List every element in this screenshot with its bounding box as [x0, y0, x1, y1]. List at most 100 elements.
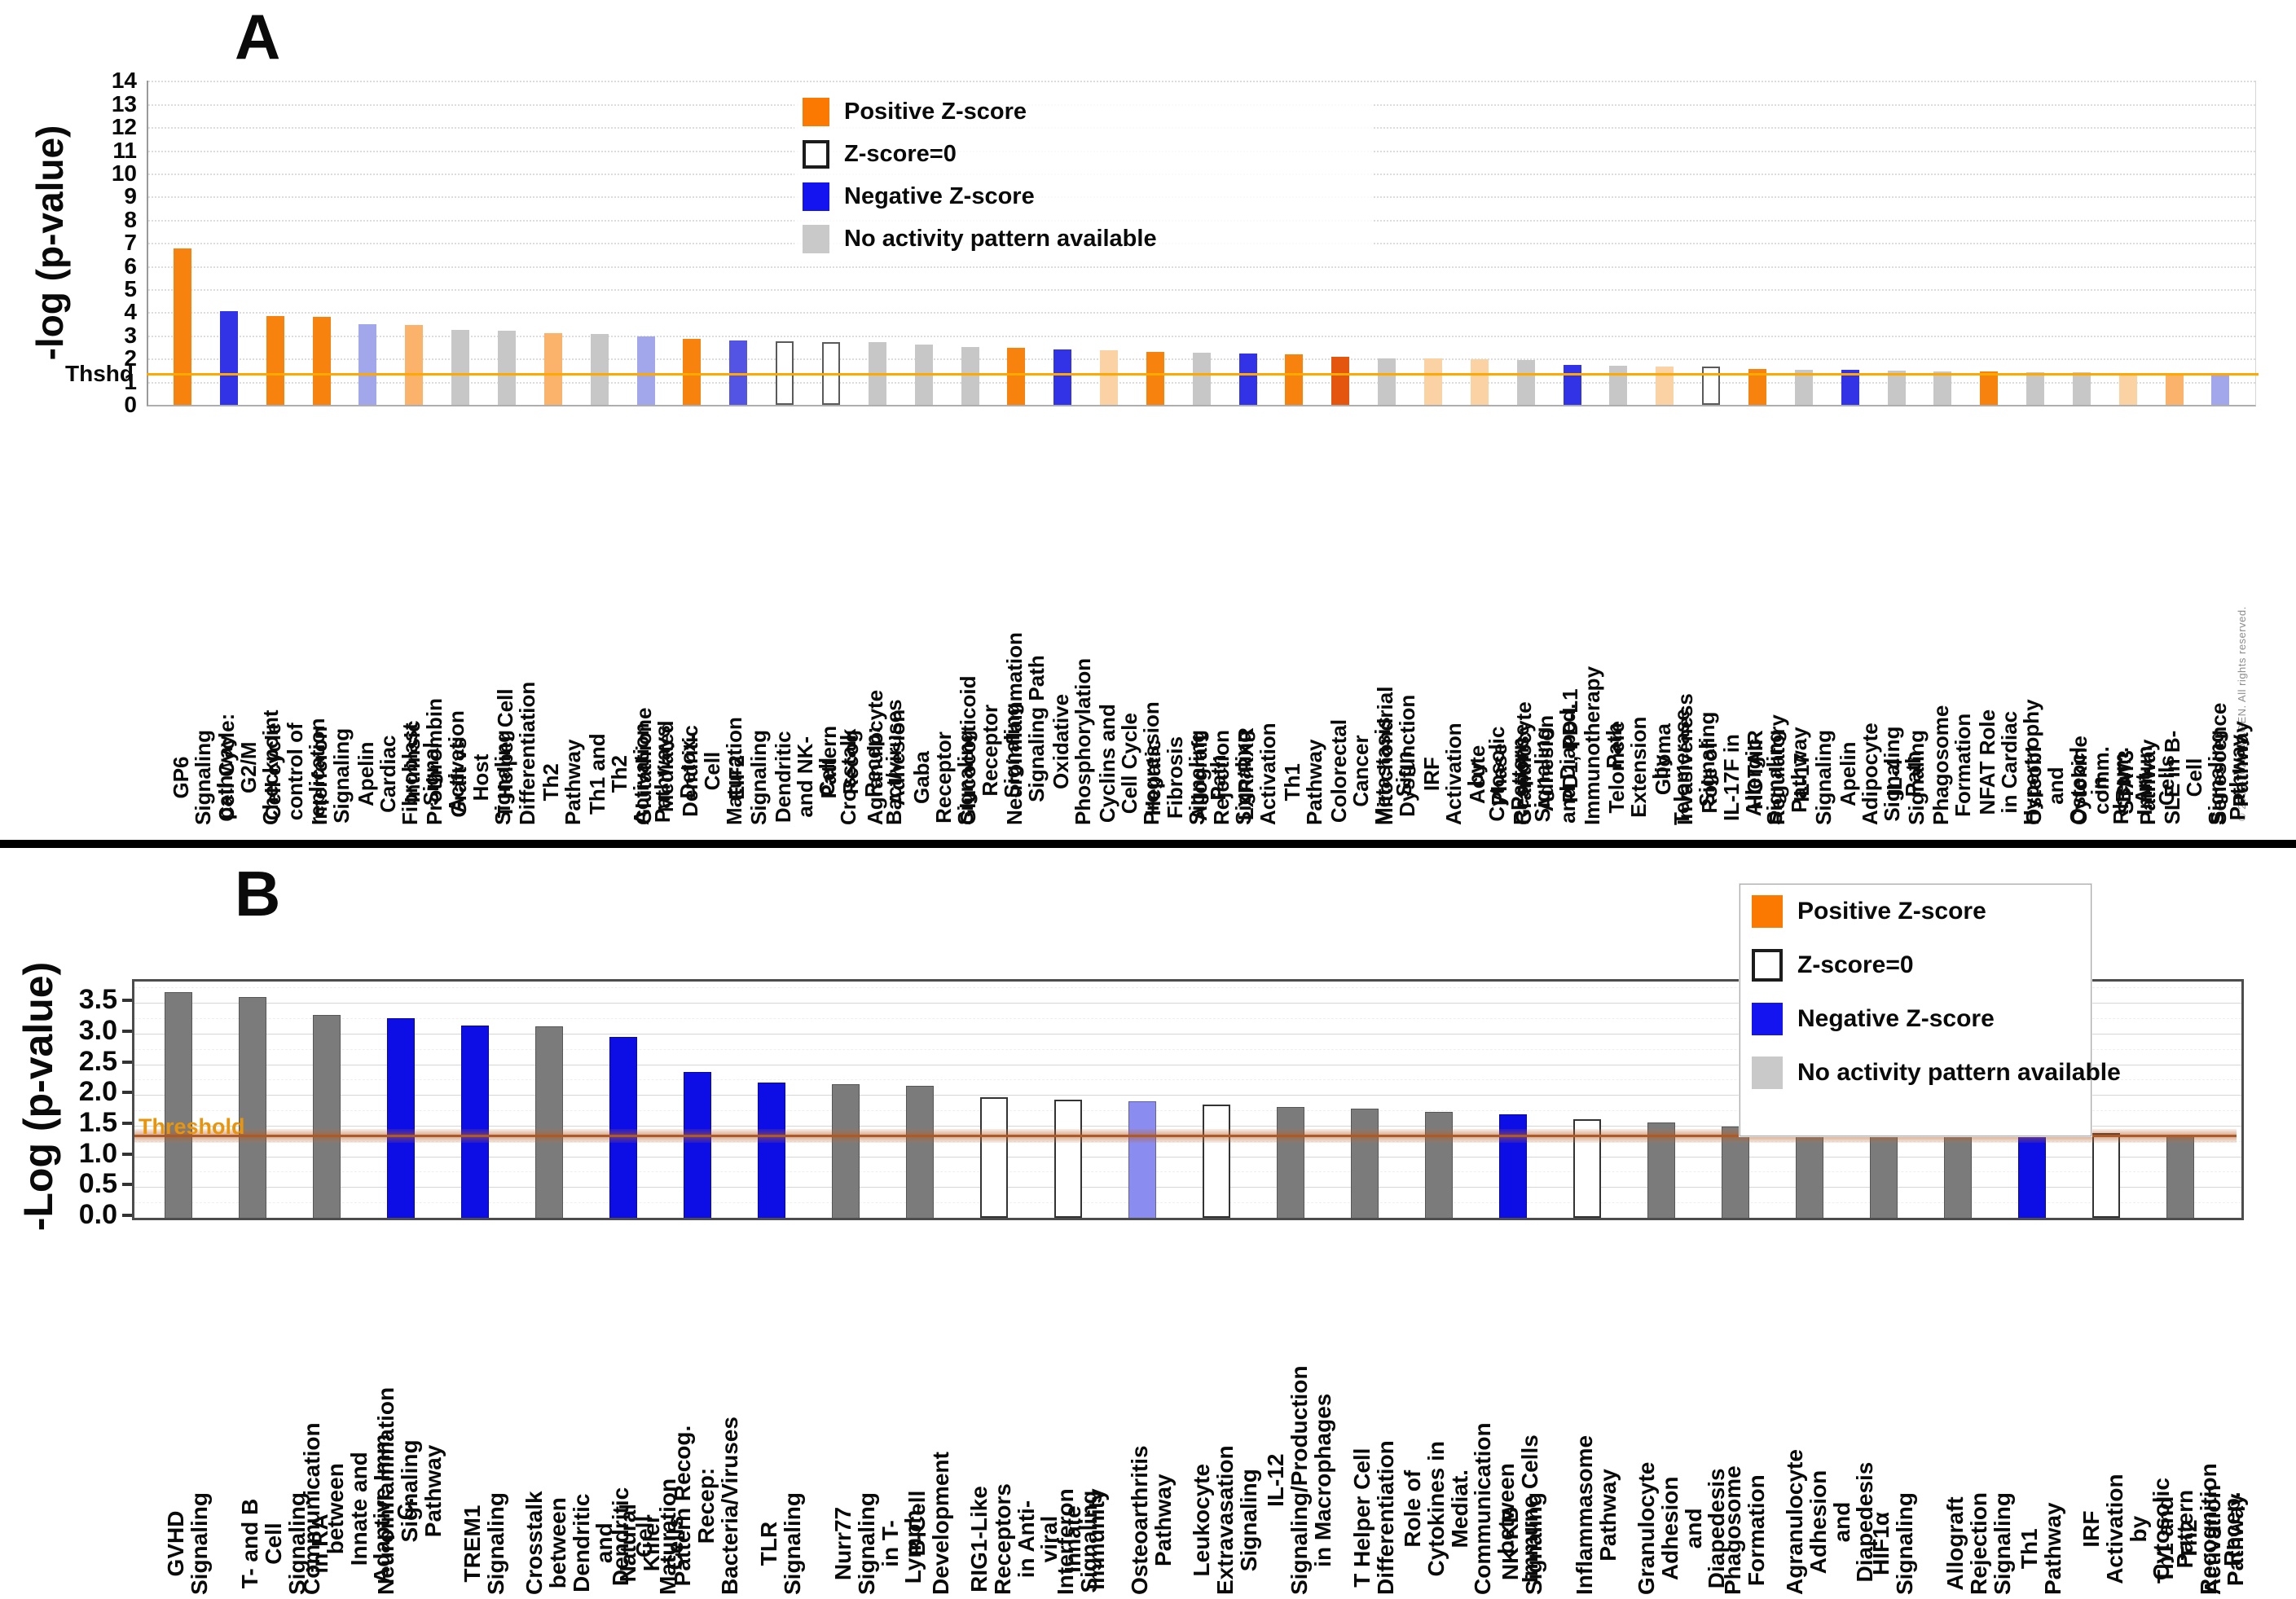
bar [1944, 1130, 1972, 1218]
legend-item: Negative Z-score [1752, 1002, 1995, 1036]
x-axis-label-text: Th1 Pathway [2016, 1502, 2065, 1595]
x-axis-label-text: Th1 Pathway [1279, 739, 1326, 826]
x-axis-label-text: TLR Signaling [755, 1492, 805, 1595]
legend-label: No activity pattern available [844, 225, 1157, 252]
y-tick-mark [122, 999, 132, 1003]
y-tick-label: 3.5 [78, 984, 117, 1016]
bar [313, 1015, 341, 1218]
y-tick-label: 1.0 [78, 1137, 117, 1169]
legend-item: Z-score=0 [803, 137, 957, 171]
bar [2166, 1135, 2194, 1218]
x-axis-label-text: Leukocyte Extravasation Signaling [1189, 1445, 1261, 1595]
gridline [134, 1125, 2241, 1127]
bar [165, 991, 192, 1218]
bar [1870, 1128, 1898, 1218]
x-axis-label-text: Neuroinflammation Signaling Path [1001, 632, 1049, 825]
panel-b-legend: Positive Z-score Z-score=0 Negative Z-scor… [1740, 884, 2121, 1136]
bar [312, 317, 331, 405]
bar [1794, 369, 1813, 405]
bar [1748, 368, 1766, 405]
x-axis-label-text: Th1 and Th2 Activation Pathway [2153, 1484, 2249, 1595]
legend-item: Positive Z-score [803, 94, 1027, 129]
y-tick-label: 10 [111, 160, 137, 186]
y-tick-mark [122, 1183, 132, 1187]
y-tick-mark [122, 1214, 132, 1217]
y-tick-label: 2.0 [78, 1076, 117, 1108]
panel-b-threshold-label: Threshold [139, 1114, 245, 1139]
bar [2118, 373, 2137, 405]
y-tick-label: 3 [124, 322, 137, 348]
legend-swatch [803, 182, 829, 211]
bar [1351, 1108, 1379, 1218]
bar [174, 248, 191, 405]
y-tick-label: 0 [124, 392, 137, 417]
bar [636, 336, 655, 405]
bar [1238, 354, 1257, 405]
y-tick-label: 13 [111, 90, 137, 116]
bar [1146, 351, 1164, 405]
gridline [134, 1110, 2241, 1111]
y-tick-label: 11 [112, 137, 137, 163]
bar [461, 1026, 489, 1218]
bar [1887, 371, 1906, 405]
bar [1007, 348, 1026, 405]
bar [451, 329, 470, 405]
panel-b-threshold-line [134, 1135, 2237, 1137]
x-axis-label-text: EIF2 Signaling [724, 730, 771, 825]
bar [2072, 372, 2091, 405]
x-axis-label-text: Oxidative Phosphorylation [1048, 657, 1095, 825]
x-axis-label-text: Inflammasome Pathway [1571, 1434, 1621, 1595]
y-tick-label: 3.0 [78, 1014, 117, 1046]
gridline [148, 266, 2255, 268]
x-axis-label-text: Mitochondrial Dysfunction [1372, 686, 1419, 825]
bar [1203, 1104, 1230, 1218]
panel-divider [0, 840, 2296, 848]
x-axis-label-text: Phagosome Formation [1719, 1465, 1769, 1595]
x-axis-label-text: Pattern Recog. Recep: Bacteria/Viruses [670, 1417, 742, 1595]
legend-swatch [1752, 895, 1783, 928]
bar [1933, 371, 1952, 405]
gridline [148, 312, 2255, 314]
gridline [134, 1171, 2241, 1173]
bar [1656, 366, 1674, 405]
y-tick-mark [122, 1121, 132, 1125]
legend-label: Z-score=0 [844, 140, 957, 167]
x-axis-label-text: LXR/RXR Activation [1234, 723, 1280, 825]
bar [2026, 372, 2044, 405]
gridline [134, 1156, 2241, 1158]
bar [535, 1026, 563, 1218]
bar [758, 1083, 785, 1218]
gridline [134, 1202, 2241, 1204]
bar [729, 340, 748, 405]
bar [980, 1096, 1008, 1218]
bar [1128, 1100, 1156, 1218]
bar [1192, 352, 1211, 405]
bar [239, 996, 266, 1218]
bar [387, 1017, 415, 1218]
y-tick-label: 6 [124, 253, 137, 279]
bar [1841, 369, 1859, 405]
gridline [134, 1048, 2241, 1050]
x-axis-label-text: Neuroinflammation Signaling Pathway [373, 1386, 446, 1595]
y-tick-label: 5 [124, 276, 137, 301]
y-tick-mark [122, 1091, 132, 1095]
bar [1796, 1127, 1823, 1218]
panel-a-threshold-label: Thshd [65, 361, 134, 386]
x-axis-label-text: HIF1α Signaling [1867, 1492, 1917, 1595]
bar [832, 1084, 860, 1218]
bar [1054, 1099, 1082, 1218]
bar [498, 331, 516, 405]
legend-item: Positive Z-score [1752, 894, 1986, 929]
bar [609, 1036, 637, 1218]
legend-swatch [803, 224, 829, 253]
bar [961, 347, 979, 405]
x-axis-label-text: Interferon Signaling [1052, 1488, 1102, 1595]
legend-label: Negative Z-score [1797, 1005, 1995, 1032]
y-tick-mark [122, 1029, 132, 1033]
bar [2165, 373, 2184, 405]
y-tick-label: 2.5 [78, 1045, 117, 1077]
bar [1378, 358, 1397, 405]
gridline [148, 335, 2255, 337]
legend-swatch [1752, 949, 1783, 982]
gridline [134, 1187, 2241, 1188]
